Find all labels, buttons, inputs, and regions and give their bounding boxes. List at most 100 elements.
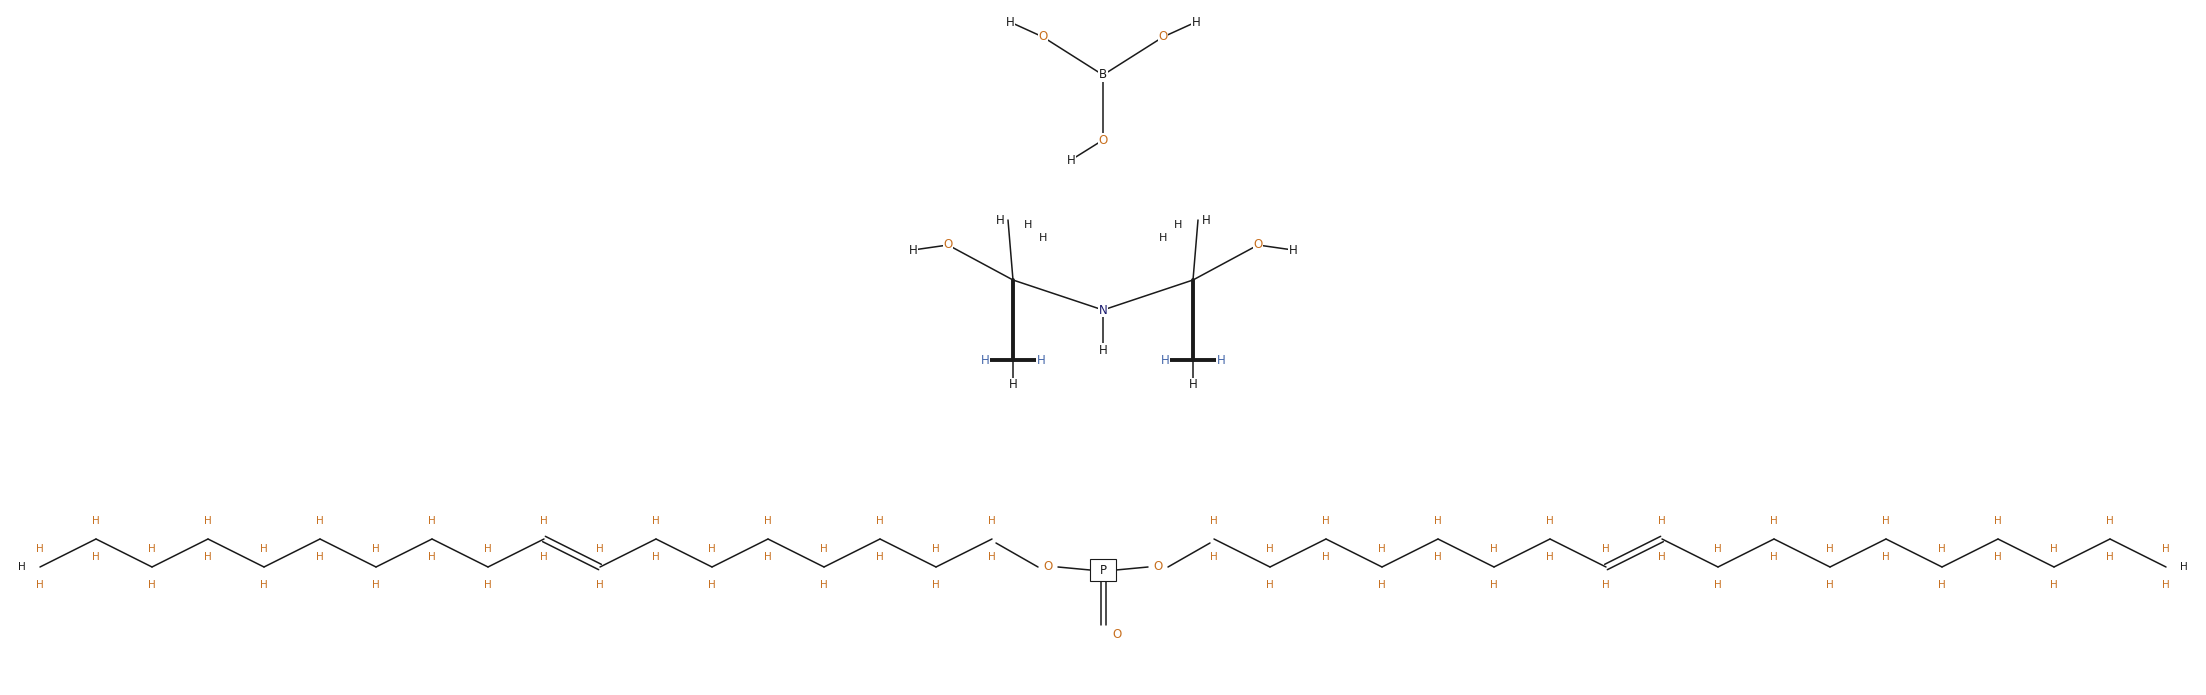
Text: H: H [933,580,940,590]
Text: H: H [1659,552,1666,562]
Text: H: H [1434,552,1443,562]
Text: O: O [1158,31,1167,44]
Text: H: H [260,544,267,554]
Text: H: H [1714,580,1723,590]
Text: H: H [148,580,157,590]
Text: H: H [1288,243,1297,256]
Text: H: H [1489,544,1498,554]
Text: H: H [982,354,988,366]
Text: H: H [1006,15,1015,28]
Text: H: H [1174,220,1182,230]
Text: H: H [763,552,772,562]
Text: H: H [763,516,772,526]
Text: H: H [1266,580,1273,590]
Text: N: N [1099,304,1107,316]
Text: H: H [1546,516,1553,526]
Text: H: H [373,580,379,590]
Bar [1090,559,1116,581]
Text: H: H [1211,552,1218,562]
Text: H: H [821,580,827,590]
Text: H: H [1158,233,1167,243]
Text: H: H [1827,580,1833,590]
Text: H: H [1321,552,1330,562]
Text: O: O [944,238,953,252]
Text: H: H [1160,354,1169,366]
Text: H: H [708,544,717,554]
Text: H: H [1994,552,2001,562]
Text: H: H [988,552,995,562]
Text: H: H [18,562,26,572]
Text: H: H [596,544,604,554]
Text: H: H [1211,516,1218,526]
Text: H: H [1769,552,1778,562]
Text: H: H [1659,516,1666,526]
Text: H: H [876,552,885,562]
Text: H: H [1602,580,1610,590]
Text: H: H [2162,544,2171,554]
Text: H: H [1039,233,1048,243]
Text: H: H [315,552,324,562]
Text: H: H [1024,220,1032,230]
Text: H: H [1379,544,1385,554]
Text: H: H [1602,544,1610,554]
Text: H: H [995,213,1004,227]
Text: H: H [428,552,437,562]
Text: H: H [1266,544,1273,554]
Text: H: H [428,516,437,526]
Text: H: H [1099,343,1107,357]
Text: H: H [933,544,940,554]
Text: H: H [596,580,604,590]
Text: H: H [1191,15,1200,28]
Text: H: H [1714,544,1723,554]
Text: H: H [35,580,44,590]
Text: H: H [1037,354,1046,366]
Text: H: H [2049,544,2058,554]
Text: H: H [1068,154,1074,167]
Text: H: H [1218,354,1224,366]
Text: H: H [1434,516,1443,526]
Text: H: H [315,516,324,526]
Text: H: H [653,552,660,562]
Text: H: H [821,544,827,554]
Text: H: H [93,516,99,526]
Text: H: H [148,544,157,554]
Text: H: H [1379,580,1385,590]
Text: H: H [483,580,492,590]
Text: H: H [1202,213,1211,227]
Text: H: H [1189,379,1198,391]
Text: H: H [909,243,918,256]
Text: H: H [876,516,885,526]
Text: O: O [1112,628,1121,641]
Text: H: H [540,552,547,562]
Text: H: H [205,516,212,526]
Text: H: H [1489,580,1498,590]
Text: H: H [1994,516,2001,526]
Text: H: H [1882,516,1891,526]
Text: O: O [1154,560,1163,573]
Text: H: H [483,544,492,554]
Text: H: H [1939,544,1946,554]
Text: H: H [2107,552,2113,562]
Text: H: H [1882,552,1891,562]
Text: H: H [35,544,44,554]
Text: H: H [2180,562,2188,572]
Text: H: H [988,516,995,526]
Text: O: O [1039,31,1048,44]
Text: O: O [1253,238,1262,252]
Text: H: H [1939,580,1946,590]
Text: H: H [260,580,267,590]
Text: H: H [2162,580,2171,590]
Text: H: H [2107,516,2113,526]
Text: H: H [540,516,547,526]
Text: O: O [1043,560,1052,573]
Text: H: H [1008,379,1017,391]
Text: O: O [1099,133,1107,147]
Text: H: H [653,516,660,526]
Text: H: H [93,552,99,562]
Text: H: H [1321,516,1330,526]
Text: H: H [1827,544,1833,554]
Text: H: H [1769,516,1778,526]
Text: B: B [1099,69,1107,81]
Text: P: P [1099,564,1107,576]
Text: H: H [2049,580,2058,590]
